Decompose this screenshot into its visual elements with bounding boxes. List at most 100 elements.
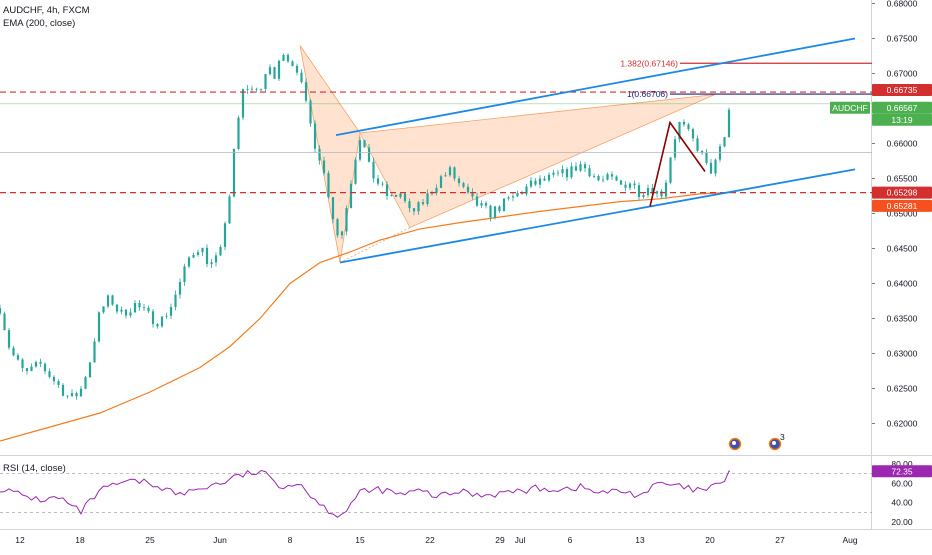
- candle-body: [628, 183, 632, 188]
- rsi-panel: 80.00 60.00 40.00 20.00 72.35: [0, 459, 932, 527]
- candle-body: [61, 384, 65, 396]
- candle-body: [525, 186, 528, 194]
- symbol-tag: AUDCHF: [832, 103, 867, 113]
- candle-body: [313, 123, 317, 149]
- candle-body: [286, 55, 290, 62]
- candle-body: [70, 393, 74, 396]
- time-tick-label: 29: [495, 535, 505, 545]
- candle-body: [502, 198, 506, 212]
- time-tick-label: 27: [775, 535, 785, 545]
- candle-body: [592, 176, 596, 177]
- candle-body: [543, 178, 546, 181]
- rsi-legend[interactable]: RSI (14, close): [3, 463, 66, 474]
- candle-body: [268, 67, 272, 75]
- rsi-last-bg: [872, 465, 932, 478]
- candle-body: [489, 205, 492, 218]
- candle-body: [277, 60, 281, 79]
- time-tick-label: Jul: [515, 535, 526, 545]
- candle-body: [237, 117, 240, 149]
- candle-body: [232, 148, 236, 197]
- candle-body: [340, 231, 344, 236]
- ema-200-line: [0, 191, 731, 442]
- price-tick-label: 0.63500: [887, 314, 918, 324]
- candle-body: [394, 195, 398, 198]
- candle-body: [43, 363, 47, 372]
- candle-body: [520, 192, 524, 194]
- price-tick-label: 0.65000: [887, 209, 918, 219]
- rsi-tick-label: 80.00: [891, 459, 913, 469]
- candle-body: [97, 312, 101, 342]
- candle-body: [597, 176, 600, 181]
- candle-body: [435, 187, 438, 193]
- candle-body: [7, 330, 11, 348]
- candle-body: [156, 324, 159, 327]
- candle-body: [129, 312, 132, 316]
- candle-body: [151, 311, 155, 325]
- lower-trendline[interactable]: [339, 168, 856, 264]
- candle-body: [48, 371, 51, 377]
- candle-body: [624, 184, 627, 188]
- candle-body: [448, 167, 452, 176]
- candle-body: [214, 255, 218, 263]
- price-tick-label: 0.62500: [887, 384, 918, 394]
- time-tick-label: 8: [288, 535, 293, 545]
- candle-body: [291, 61, 294, 66]
- candle-body: [84, 377, 87, 389]
- candle-body: [565, 169, 569, 178]
- time-tick-label: 6: [568, 535, 573, 545]
- price-tag-ema: 0.65281: [887, 201, 918, 211]
- candle-body: [466, 186, 470, 193]
- candle-body: [363, 140, 366, 148]
- rsi-tick-label: 40.00: [891, 498, 913, 508]
- candle-body: [160, 316, 164, 327]
- candle-body: [178, 281, 182, 295]
- candle-body: [0, 308, 2, 314]
- candle-body: [619, 180, 623, 185]
- price-tick-label: 0.67500: [887, 34, 918, 44]
- symbol-tag-bg: [830, 101, 870, 114]
- candle-body: [192, 254, 195, 258]
- candle-body: [381, 183, 384, 185]
- candle-body: [538, 178, 542, 185]
- time-tick-label: 20: [705, 535, 715, 545]
- candle-body: [124, 309, 128, 316]
- rsi-tick-label: 20.00: [891, 517, 913, 527]
- candle-body: [655, 191, 659, 194]
- event-marker-dot: [732, 441, 736, 445]
- time-tick-label: Jun: [213, 535, 227, 545]
- candle-body: [228, 196, 231, 224]
- zigzag-pattern[interactable]: [649, 120, 706, 207]
- candle-body: [579, 164, 582, 171]
- candle-body: [93, 341, 96, 363]
- ema-legend[interactable]: EMA (200, close): [3, 18, 76, 29]
- candle-body: [417, 202, 420, 212]
- candle-body: [588, 168, 591, 177]
- candle-body: [102, 306, 105, 313]
- price-tick-label: 0.62000: [887, 419, 918, 429]
- symbol-title[interactable]: AUDCHF, 4h, FXCM: [3, 5, 90, 16]
- events[interactable]: 3: [728, 432, 786, 451]
- candle-body: [529, 180, 533, 187]
- candle-body: [295, 65, 299, 73]
- candle-body: [570, 166, 573, 178]
- upper-trendline[interactable]: [335, 37, 856, 136]
- candle-body: [3, 313, 6, 331]
- candle-body: [165, 315, 168, 317]
- candle-body: [327, 173, 330, 198]
- grid: [0, 0, 932, 530]
- candle-body: [426, 193, 429, 205]
- candle-body: [637, 185, 641, 198]
- candle-body: [484, 203, 488, 206]
- candle-body: [534, 180, 537, 185]
- candle-body: [547, 174, 551, 181]
- candle-body: [412, 208, 416, 212]
- time-tick-label: 13: [635, 535, 645, 545]
- candle-body: [336, 219, 339, 236]
- candle-body: [219, 246, 222, 256]
- price-tag-last-bg: [872, 101, 932, 114]
- event-count: 3: [780, 432, 785, 442]
- candle-body: [475, 196, 479, 206]
